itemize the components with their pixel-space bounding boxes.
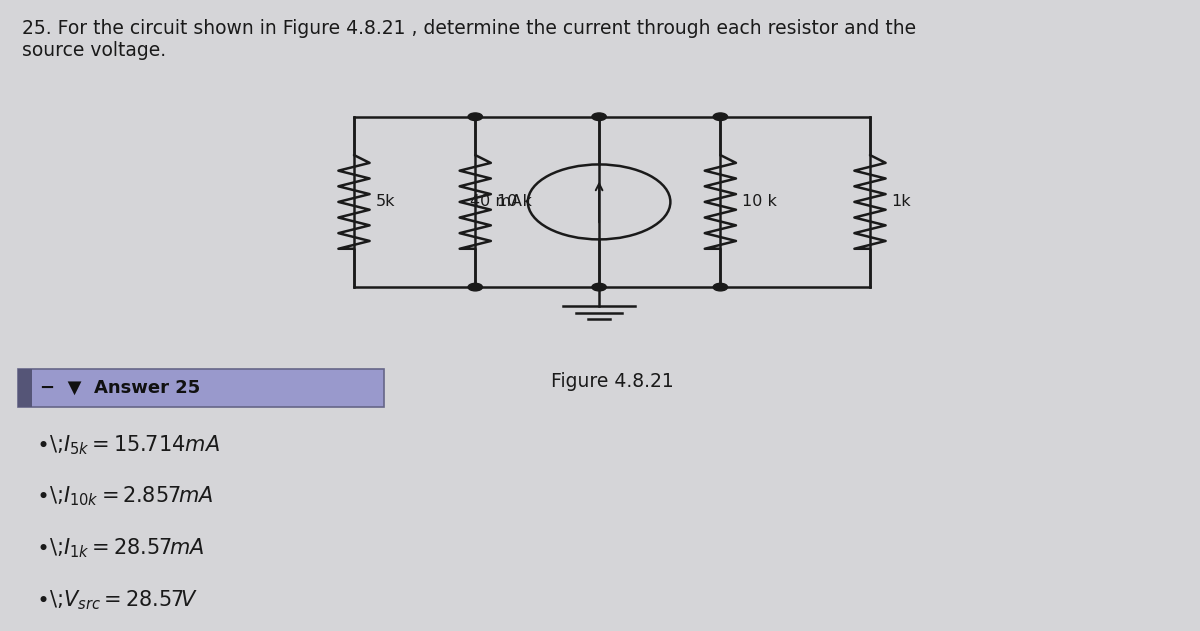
FancyBboxPatch shape xyxy=(18,369,32,407)
Text: 25. For the circuit shown in Figure 4.8.21 , determine the current through each : 25. For the circuit shown in Figure 4.8.… xyxy=(22,19,916,60)
Circle shape xyxy=(468,113,482,121)
Circle shape xyxy=(592,283,606,291)
Circle shape xyxy=(713,113,727,121)
Text: $\bullet$\;$V_{src} = 28.57V$: $\bullet$\;$V_{src} = 28.57V$ xyxy=(36,588,198,612)
Text: $\bullet$\;$I_{5k} = 15.714mA$: $\bullet$\;$I_{5k} = 15.714mA$ xyxy=(36,433,220,457)
Text: 10 k: 10 k xyxy=(742,194,776,209)
Text: 5k: 5k xyxy=(376,194,395,209)
Text: $\bullet$\;$I_{10k} = 2.857mA$: $\bullet$\;$I_{10k} = 2.857mA$ xyxy=(36,485,214,509)
Text: 1k: 1k xyxy=(892,194,911,209)
Text: 40 mA: 40 mA xyxy=(470,194,522,209)
Text: $\bullet$\;$I_{1k} = 28.57mA$: $\bullet$\;$I_{1k} = 28.57mA$ xyxy=(36,536,205,560)
Circle shape xyxy=(713,283,727,291)
FancyBboxPatch shape xyxy=(18,369,384,407)
Circle shape xyxy=(592,113,606,121)
Text: −  ▼  Answer 25: − ▼ Answer 25 xyxy=(40,379,200,397)
Text: Figure 4.8.21: Figure 4.8.21 xyxy=(551,372,673,391)
Circle shape xyxy=(468,283,482,291)
Text: 10 k: 10 k xyxy=(497,194,532,209)
